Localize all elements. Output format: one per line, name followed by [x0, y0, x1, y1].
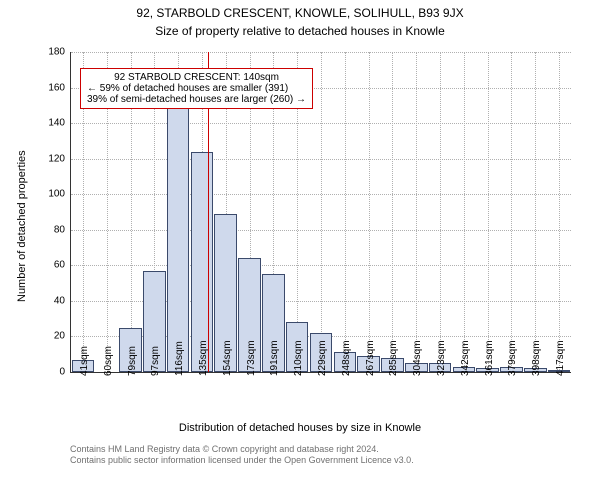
x-tick-label: 267sqm — [365, 340, 376, 376]
footer-line: Contains HM Land Registry data © Crown c… — [70, 444, 414, 455]
annotation-line: 92 STARBOLD CRESCENT: 140sqm — [87, 72, 306, 83]
x-tick-label: 379sqm — [507, 340, 518, 376]
histogram-bar — [167, 102, 190, 372]
x-tick-label: 285sqm — [388, 340, 399, 376]
x-tick-label: 361sqm — [484, 340, 495, 376]
x-tick-label: 304sqm — [412, 340, 423, 376]
x-tick-label: 154sqm — [222, 340, 233, 376]
y-tick-label: 160 — [48, 82, 71, 93]
chart-container: { "titles": { "main": "92, STARBOLD CRES… — [0, 0, 600, 500]
x-tick-label: 79sqm — [127, 346, 138, 376]
chart-title-sub: Size of property relative to detached ho… — [0, 24, 600, 38]
x-tick-label: 248sqm — [341, 340, 352, 376]
x-tick-label: 398sqm — [531, 340, 542, 376]
grid-line-v — [345, 52, 346, 372]
y-tick-label: 40 — [54, 295, 71, 306]
x-tick-label: 173sqm — [246, 340, 257, 376]
grid-line-v — [392, 52, 393, 372]
x-tick-label: 41sqm — [79, 346, 90, 376]
grid-line-v — [369, 52, 370, 372]
grid-line-v — [464, 52, 465, 372]
y-tick-label: 20 — [54, 331, 71, 342]
grid-line-v — [416, 52, 417, 372]
x-tick-label: 323sqm — [436, 340, 447, 376]
grid-line-v — [511, 52, 512, 372]
grid-line-v — [535, 52, 536, 372]
grid-line-v — [488, 52, 489, 372]
y-tick-label: 180 — [48, 47, 71, 58]
grid-line-v — [559, 52, 560, 372]
grid-line-v — [321, 52, 322, 372]
x-tick-label: 116sqm — [174, 341, 185, 376]
x-tick-label: 210sqm — [293, 340, 304, 376]
x-axis-label: Distribution of detached houses by size … — [0, 422, 600, 434]
x-tick-label: 97sqm — [150, 346, 161, 376]
grid-line-v — [440, 52, 441, 372]
y-tick-label: 140 — [48, 118, 71, 129]
chart-title-main: 92, STARBOLD CRESCENT, KNOWLE, SOLIHULL,… — [0, 6, 600, 20]
y-tick-label: 0 — [59, 367, 71, 378]
y-tick-label: 80 — [54, 224, 71, 235]
x-tick-label: 229sqm — [317, 340, 328, 376]
x-tick-label: 417sqm — [555, 340, 566, 376]
annotation-box: 92 STARBOLD CRESCENT: 140sqm← 59% of det… — [80, 68, 313, 109]
y-tick-label: 60 — [54, 260, 71, 271]
annotation-line: 39% of semi-detached houses are larger (… — [87, 94, 306, 105]
histogram-bar — [191, 152, 214, 372]
x-tick-label: 60sqm — [103, 346, 114, 376]
y-tick-label: 120 — [48, 153, 71, 164]
y-tick-label: 100 — [48, 189, 71, 200]
annotation-line: ← 59% of detached houses are smaller (39… — [87, 83, 306, 94]
footer-line: Contains public sector information licen… — [70, 455, 414, 466]
footer-attribution: Contains HM Land Registry data © Crown c… — [70, 444, 414, 467]
y-axis-label: Number of detached properties — [16, 150, 28, 302]
x-tick-label: 342sqm — [460, 340, 471, 376]
x-tick-label: 191sqm — [269, 340, 280, 376]
